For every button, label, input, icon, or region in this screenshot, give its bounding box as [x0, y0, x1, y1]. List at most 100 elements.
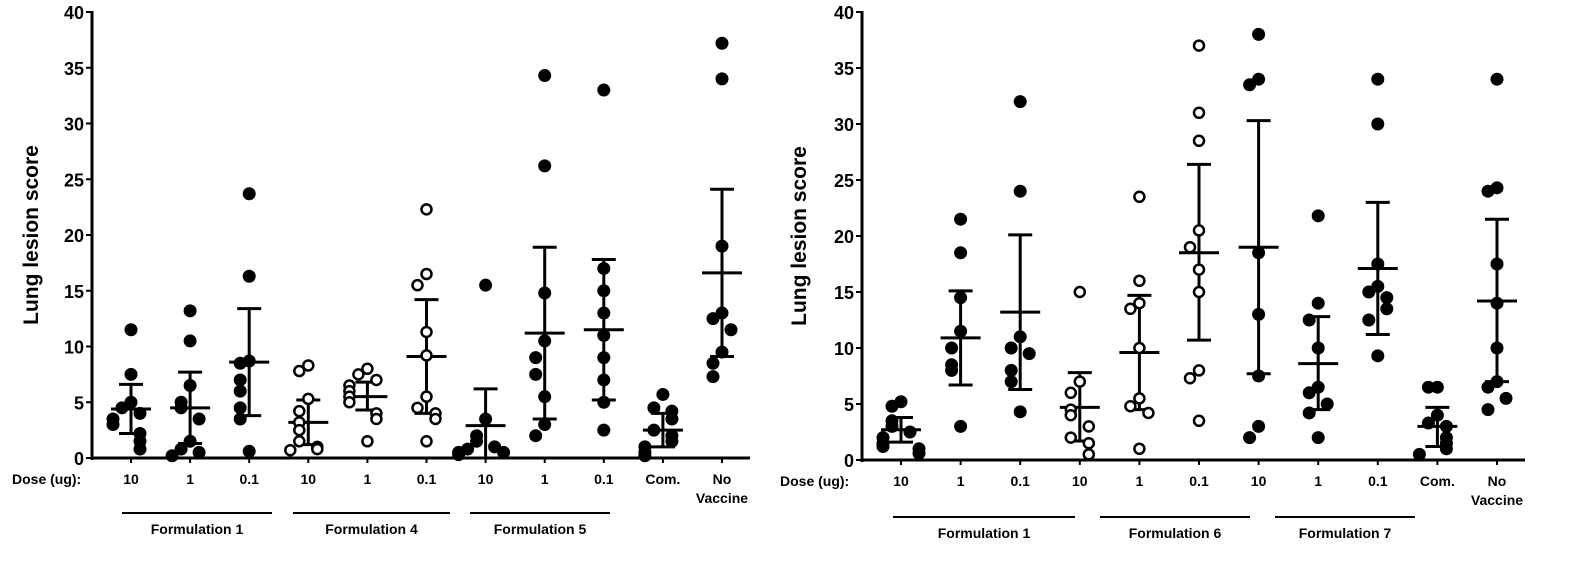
data-point: [945, 341, 959, 355]
data-point: [1380, 291, 1394, 305]
y-axis-title: Lung lesion score: [20, 145, 43, 325]
category-label: 0.1: [594, 471, 614, 487]
data-point: [420, 390, 433, 403]
y-tick-label: 10: [64, 338, 84, 358]
data-point: [1082, 448, 1096, 461]
data-point: [452, 448, 466, 462]
data-point: [665, 412, 679, 426]
data-point: [1192, 285, 1206, 299]
data-point: [1133, 296, 1146, 310]
data-point: [497, 445, 511, 459]
data-point: [411, 401, 424, 415]
data-point: [233, 384, 247, 398]
data-point: [1142, 406, 1155, 420]
y-tick-label: 5: [74, 393, 84, 413]
data-point: [1252, 27, 1266, 41]
data-point: [1013, 330, 1027, 344]
category-label: Com.: [1420, 473, 1455, 489]
data-point: [715, 345, 729, 359]
data-point: [1311, 431, 1325, 445]
data-point: [1183, 240, 1197, 254]
data-point: [954, 324, 968, 338]
data-point: [656, 387, 670, 401]
data-point: [1133, 392, 1146, 405]
data-point: [1133, 190, 1146, 204]
data-point: [912, 446, 926, 460]
data-point: [538, 390, 552, 404]
dose-label: Dose (ug):: [12, 471, 81, 487]
data-point: [1073, 285, 1087, 299]
data-point: [183, 379, 197, 393]
data-point: [597, 423, 611, 437]
data-point: [1421, 416, 1435, 430]
y-tick-label: 25: [834, 171, 854, 191]
data-point: [1481, 403, 1495, 417]
data-point: [1013, 95, 1027, 109]
data-point: [183, 334, 197, 348]
data-point: [1133, 341, 1146, 355]
data-point: [1004, 363, 1018, 377]
category-label: 10: [893, 473, 909, 489]
data-point: [1252, 369, 1266, 383]
formulation-label: Formulation 4: [325, 521, 418, 537]
data-point: [1192, 224, 1206, 237]
category-label: No Vaccine: [696, 471, 748, 506]
category-label: 0.1: [1010, 473, 1030, 489]
data-point: [479, 412, 493, 426]
category-label: No Vaccine: [1471, 473, 1523, 508]
data-point: [242, 444, 256, 458]
data-point: [597, 351, 611, 365]
data-point: [284, 443, 297, 457]
data-point: [192, 445, 206, 459]
data-point: [183, 434, 197, 448]
data-point: [954, 291, 968, 305]
data-point: [1320, 397, 1334, 411]
data-point: [1499, 391, 1513, 405]
data-point: [529, 367, 543, 381]
data-point: [479, 278, 493, 292]
data-point: [411, 278, 424, 292]
data-point: [1192, 364, 1206, 377]
data-point: [1064, 431, 1078, 444]
data-point: [420, 349, 433, 362]
data-point: [233, 412, 247, 426]
data-point: [302, 392, 315, 406]
formulation-label: Formulation 7: [1299, 525, 1392, 541]
data-point: [361, 362, 374, 376]
data-point: [954, 419, 968, 433]
data-point: [1439, 442, 1453, 456]
data-point: [1133, 274, 1146, 288]
data-point: [343, 396, 356, 409]
data-point: [1439, 419, 1453, 433]
data-point: [665, 434, 679, 448]
y-tick-label: 15: [64, 282, 84, 302]
category-label: 0.1: [239, 471, 259, 487]
data-point: [233, 356, 247, 370]
data-point: [647, 401, 661, 415]
data-point: [1192, 106, 1206, 120]
data-point: [124, 323, 138, 337]
data-point: [715, 36, 729, 50]
data-point: [1073, 375, 1087, 388]
category-label: 1: [364, 471, 372, 487]
formulation-label: Formulation 1: [938, 525, 1031, 541]
data-point: [1302, 406, 1316, 420]
data-point: [233, 401, 247, 415]
data-point: [1311, 341, 1325, 355]
data-point: [597, 83, 611, 97]
data-point: [597, 284, 611, 298]
data-point: [165, 449, 179, 463]
category-label: 1: [1314, 473, 1322, 489]
category-label: 1: [541, 471, 549, 487]
data-point: [1481, 380, 1495, 394]
formulation-label: Formulation 5: [494, 521, 587, 537]
data-point: [1064, 386, 1078, 400]
y-tick-label: 35: [834, 59, 854, 79]
category-label: 10: [301, 471, 317, 487]
data-point: [1004, 375, 1018, 389]
data-point: [293, 364, 306, 378]
data-point: [1082, 420, 1096, 433]
y-tick-label: 20: [834, 227, 854, 247]
category-label: Com.: [645, 471, 680, 487]
